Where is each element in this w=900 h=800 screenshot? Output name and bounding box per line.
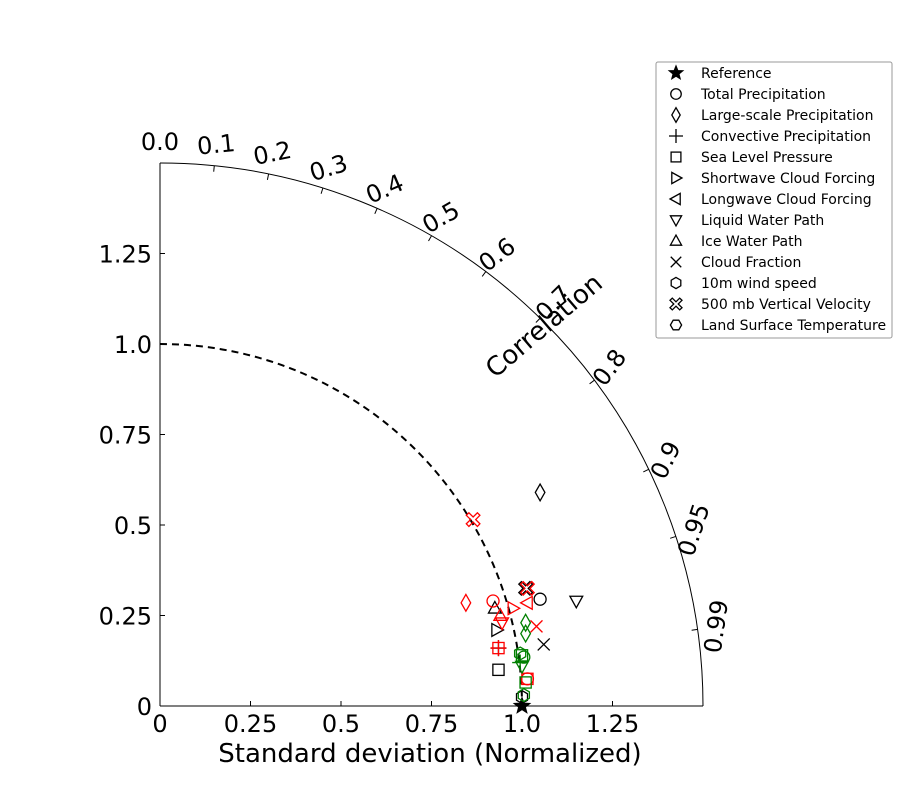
legend-label: Ice Water Path [701,234,802,250]
corr-tick [428,235,432,242]
legend-marker-hexagon-flat [669,319,683,331]
data-point-circle [520,672,535,686]
data-point-diamond [520,623,532,644]
legend-label: Liquid Water Path [701,213,824,229]
correlation-label: Correlation [480,268,608,384]
data-point-triangle-down [514,660,530,675]
corr-tick-label: 0.9 [645,437,687,484]
y-tick-label: 0.25 [99,603,152,631]
legend-label: Convective Precipitation [701,129,871,145]
legend-marker-square [670,151,682,163]
outer-arc [159,162,704,707]
data-point-diamond [534,482,546,503]
data-point-square [492,641,505,655]
corr-tick [213,165,215,172]
data-point-triangle-up [492,607,508,621]
data-point-x-filled [465,511,481,528]
corr-tick [691,628,698,631]
legend-marker-triangle-left [668,192,681,206]
x-tick-label: 0.5 [322,710,360,738]
legend-marker-triangle-down [669,215,683,228]
legend-marker-x [670,256,682,268]
legend-label: Large-scale Precipitation [701,108,873,124]
x-tick-label: 1.25 [586,710,639,738]
legend-marker-hexagon [670,276,682,290]
data-point-diamond [520,613,532,633]
corr-tick [374,208,378,215]
corr-tick [535,317,541,323]
legend-label: 10m wind speed [701,276,817,292]
legend-label: Sea Level Pressure [701,150,833,166]
x-tick-label: 0.75 [405,710,458,738]
y-tick-label: 0 [137,693,152,721]
corr-tick-label: 0.5 [417,196,464,239]
x-tick-label: 0 [152,710,167,738]
data-point-x [530,619,543,633]
data-point-square [519,676,532,689]
legend-label: 500 mb Vertical Velocity [701,297,871,313]
legend-marker-triangle-up [669,233,683,246]
corr-tick-label: 0.8 [587,344,632,391]
data-point-x [537,638,551,651]
corr-tick-label: 0.0 [141,128,179,156]
x-tick-label: 1.0 [503,710,541,738]
data-point-star [512,696,532,714]
legend-label: Cloud Fraction [701,255,801,271]
x-tick-label: 0.25 [224,710,277,738]
data-point-triangle-right [491,622,505,638]
corr-tick-label: 0.2 [251,136,294,171]
legend-label: Land Surface Temperature [701,318,886,334]
data-point-triangle-right [507,600,522,616]
y-tick-label: 1.25 [99,241,152,269]
data-point-x-filled [517,580,534,597]
legend-marker-plus [669,129,683,143]
legend-marker-circle [670,88,682,100]
y-tick-label: 0.75 [99,422,152,450]
legend-label: Reference [701,66,772,82]
data-point-diamond [460,593,472,613]
points-layer [460,482,584,714]
legend-label: Total Precipitation [700,87,826,103]
y-tick-label: 0.5 [114,512,152,540]
corr-tick [320,187,324,194]
data-point-circle [486,594,500,608]
legend-marker-star [667,64,685,80]
x-axis-label: Standard deviation (Normalized) [218,739,641,769]
corr-tick [589,379,595,385]
reference-arc [159,343,523,707]
corr-tick [643,468,649,473]
data-point-hexagon [515,689,529,705]
legend-marker-triangle-right [671,171,684,185]
data-point-hexagon [517,687,531,703]
legend-frame [655,61,893,339]
axes-layer: 00 0.25 0.25 0.5 0.5 0.75 0.75 1.0 1.0 1.25 1.25 0.… [99,128,734,738]
corr-tick-label: 0.95 [672,500,715,560]
legend-marker-diamond [671,106,681,124]
corr-tick-label: 0.1 [196,129,237,161]
legend-label: Shortwave Cloud Forcing [701,171,875,187]
data-point-triangle-left [519,595,533,611]
y-tick-label: 1.0 [114,331,152,359]
corr-tick-label: 0.3 [306,149,351,187]
data-point-x-filled [519,580,536,597]
data-point-plus [512,654,529,671]
corr-tick-label: 0.99 [699,598,734,655]
corr-tick-label: 0.4 [362,169,408,210]
corr-tick [669,535,677,539]
corr-tick-label: 0.6 [474,232,521,277]
corr-tick [481,271,487,277]
legend: Reference Total Precipitation Large-scale … [655,61,893,339]
data-point-triangle-down [494,617,510,631]
legend-label: Longwave Cloud Forcing [701,192,872,208]
data-point-square [492,663,505,677]
legend-marker-x-filled [669,297,683,311]
data-point-circle [533,592,547,606]
data-point-triangle-down [568,595,584,610]
corr-tick [266,173,270,180]
